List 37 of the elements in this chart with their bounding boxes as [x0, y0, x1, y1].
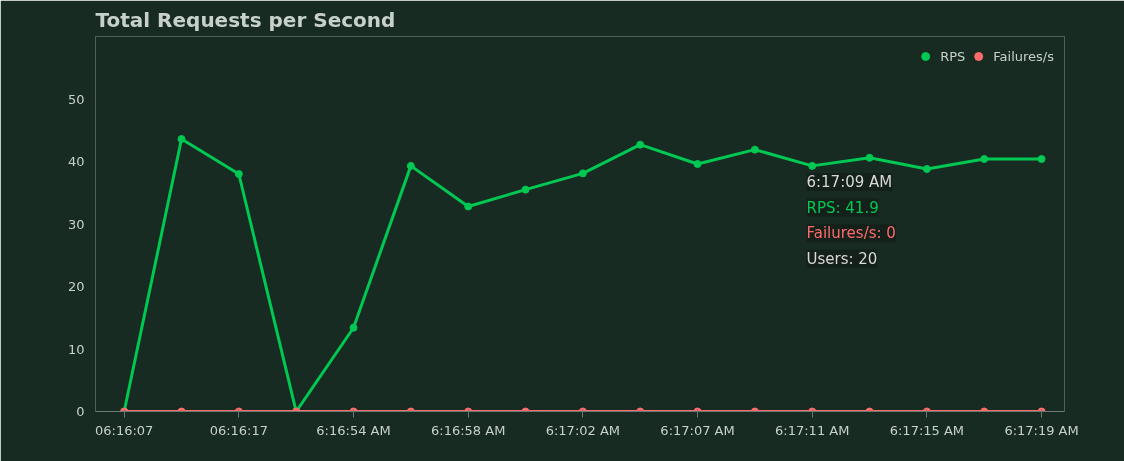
y-tick-label: 50 [67, 91, 85, 107]
point [980, 155, 989, 163]
point [922, 165, 931, 173]
x-tick-label: 6:17:11 AM [775, 422, 850, 438]
x-tick-label: 6:17:07 AM [660, 422, 735, 438]
y-tick-label: 0 [76, 404, 85, 419]
legend-label: RPS [940, 48, 966, 64]
x-tick-label: 6:17:02 AM [545, 422, 621, 438]
point [521, 185, 530, 194]
point [177, 135, 186, 143]
point [865, 153, 874, 162]
annotation: RPS: 41.9 [806, 198, 879, 217]
x-tick-label: 06:16:17 [209, 422, 269, 438]
y-tick-label: 10 [67, 341, 85, 357]
point [808, 161, 817, 170]
x-tick-label: 6:16:58 AM [431, 422, 506, 438]
x-tick-label: 06:16:07 [94, 422, 154, 438]
annotation: Users: 20 [806, 249, 878, 268]
chart-title: Total Requests per Second [95, 7, 396, 32]
point [234, 170, 243, 178]
point [750, 145, 759, 154]
x-tick-label: 6:17:19 AM [1004, 422, 1079, 438]
point [406, 161, 415, 170]
y-tick-label: 40 [67, 154, 85, 169]
y-tick-label: 20 [67, 279, 85, 294]
annotation: 6:17:09 AM [806, 172, 893, 191]
annotation: Failures/s: 0 [806, 224, 896, 243]
point [349, 323, 358, 332]
legend-label: Failures/s [993, 48, 1054, 64]
x-tick-label: 6:17:15 AM [889, 422, 965, 438]
x-tick-label: 6:16:54 AM [316, 422, 391, 438]
y-tick-label: 30 [67, 216, 85, 232]
point [636, 140, 645, 149]
point [464, 202, 473, 211]
point [693, 160, 702, 168]
point [1037, 155, 1046, 163]
point [578, 169, 587, 178]
